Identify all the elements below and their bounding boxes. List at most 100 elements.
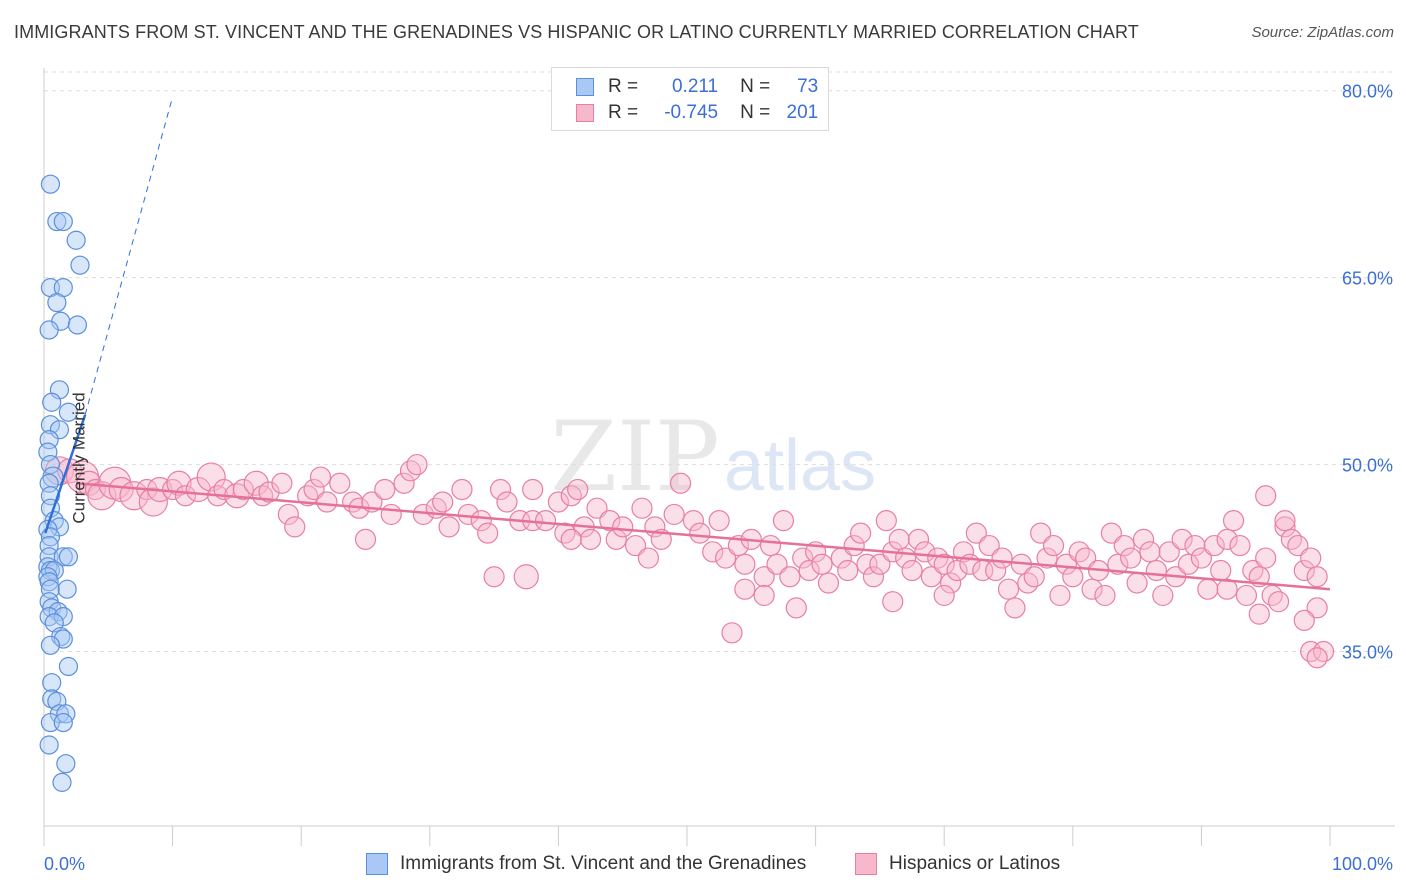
pink-point: [1023, 566, 1045, 588]
blue-point: [56, 754, 76, 774]
pink-point: [1030, 522, 1052, 544]
pink-point: [708, 510, 730, 532]
pink-point: [586, 497, 608, 519]
pink-point: [374, 478, 396, 501]
pink-point: [1100, 522, 1122, 544]
pink-point: [554, 522, 576, 544]
pink-point: [1171, 528, 1193, 550]
watermark-zip: ZIP: [550, 401, 719, 513]
pink-point: [1049, 584, 1071, 607]
blue-point: [42, 689, 62, 709]
pink-point: [1306, 597, 1328, 619]
pink-point: [258, 481, 280, 503]
pink-point: [875, 510, 897, 532]
pink-point: [798, 559, 820, 582]
pink-point: [1068, 541, 1090, 563]
y-tick-label: 50.0%: [1342, 456, 1393, 476]
pink-point: [779, 566, 801, 588]
pink-point: [297, 485, 319, 507]
correlation-legend: R = 0.211 N = 73 R = -0.745 N = 201: [551, 67, 829, 131]
pink-point: [1158, 541, 1180, 563]
pink-point: [637, 547, 660, 569]
pink-point: [991, 547, 1013, 569]
blue-swatch: [576, 78, 594, 96]
bottom-legend-series1: Immigrants from St. Vincent and the Gren…: [366, 852, 806, 876]
pink-point: [196, 462, 226, 492]
pink-point: [599, 510, 621, 532]
blue-point: [38, 442, 58, 462]
pink-point: [534, 510, 557, 532]
pink-point: [1139, 541, 1161, 563]
pink-point: [1267, 591, 1290, 613]
legend-n-value: 73: [797, 76, 819, 97]
pink-point: [689, 522, 711, 544]
blue-point: [47, 292, 67, 313]
blue-point: [52, 772, 72, 792]
legend-r-label: R =: [608, 76, 639, 97]
pink-point: [714, 547, 737, 569]
pink-point: [721, 622, 743, 644]
pink-point: [734, 553, 756, 575]
legend-row-blue: R = 0.211 N = 73: [576, 74, 818, 100]
pink-point: [702, 541, 724, 563]
blue-point: [42, 392, 62, 412]
pink-point: [1120, 547, 1142, 569]
pink-point: [624, 534, 647, 557]
pink-point: [432, 491, 454, 513]
y-axis-label: Currently Married: [69, 392, 89, 524]
pink-point: [1004, 597, 1026, 619]
blue-point: [47, 211, 67, 232]
pink-point: [284, 516, 306, 538]
pink-point: [560, 485, 582, 507]
pink-point: [1210, 559, 1232, 582]
pink-point: [1113, 534, 1135, 557]
pink-point: [1145, 559, 1167, 582]
blue-swatch: [366, 853, 388, 875]
pink-point: [1235, 584, 1258, 607]
blue-point: [66, 230, 86, 250]
pink-point: [496, 491, 518, 513]
blue-point: [57, 579, 77, 599]
pink-point: [753, 584, 775, 607]
pink-point: [1274, 510, 1296, 532]
pink-point: [862, 566, 885, 588]
blue-point: [39, 572, 59, 592]
legend-n-value: 201: [786, 102, 819, 123]
pink-point: [316, 491, 338, 513]
pink-point: [1287, 534, 1309, 557]
pink-swatch: [855, 853, 877, 875]
blue-point: [53, 211, 73, 232]
series1-label: Immigrants from St. Vincent and the Gren…: [400, 853, 807, 874]
blue-point: [67, 315, 88, 335]
blue-point: [39, 320, 59, 340]
pink-point: [354, 528, 377, 550]
pink-point: [772, 510, 795, 532]
pink-point: [811, 553, 833, 575]
pink-point: [682, 510, 705, 532]
legend-r-value: 0.211: [671, 76, 719, 97]
pink-point: [888, 528, 910, 550]
blue-point: [53, 712, 73, 733]
pink-point: [399, 460, 422, 482]
pink-point: [1229, 534, 1251, 557]
pink-point: [560, 528, 582, 550]
pink-point: [663, 503, 685, 526]
pink-point: [946, 559, 968, 582]
blue-point: [39, 535, 59, 556]
pink-point: [329, 472, 351, 494]
pink-point: [483, 566, 505, 588]
blue-point: [58, 656, 79, 677]
pink-point: [914, 541, 936, 563]
y-tick-label: 80.0%: [1342, 82, 1393, 102]
blue-point: [58, 402, 79, 422]
blue-point: [49, 420, 70, 440]
series2-label: Hispanics or Latinos: [889, 853, 1061, 874]
pink-point: [1293, 559, 1315, 582]
pink-point: [1126, 572, 1148, 594]
pink-point: [477, 522, 499, 544]
pink-point: [271, 472, 293, 494]
pink-point: [901, 559, 923, 582]
source-credit: Source: ZipAtlas.com: [1251, 24, 1394, 41]
pink-point: [277, 503, 299, 526]
